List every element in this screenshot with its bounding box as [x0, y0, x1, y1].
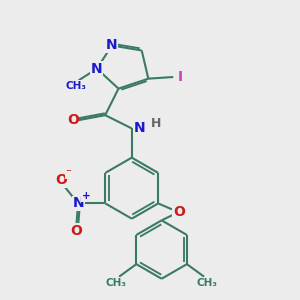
Text: O: O — [173, 205, 185, 219]
Text: O: O — [67, 113, 79, 127]
Text: N: N — [134, 122, 145, 135]
Text: +: + — [82, 191, 90, 201]
Text: N: N — [72, 196, 84, 210]
Text: O: O — [55, 173, 67, 187]
Text: CH₃: CH₃ — [105, 278, 126, 288]
Text: N: N — [91, 62, 103, 76]
Text: CH₃: CH₃ — [197, 278, 218, 288]
Text: I: I — [178, 70, 183, 84]
Text: ⁻: ⁻ — [65, 169, 71, 178]
Text: N: N — [106, 38, 118, 52]
Text: O: O — [70, 224, 83, 238]
Text: H: H — [151, 117, 161, 130]
Text: CH₃: CH₃ — [66, 81, 87, 91]
